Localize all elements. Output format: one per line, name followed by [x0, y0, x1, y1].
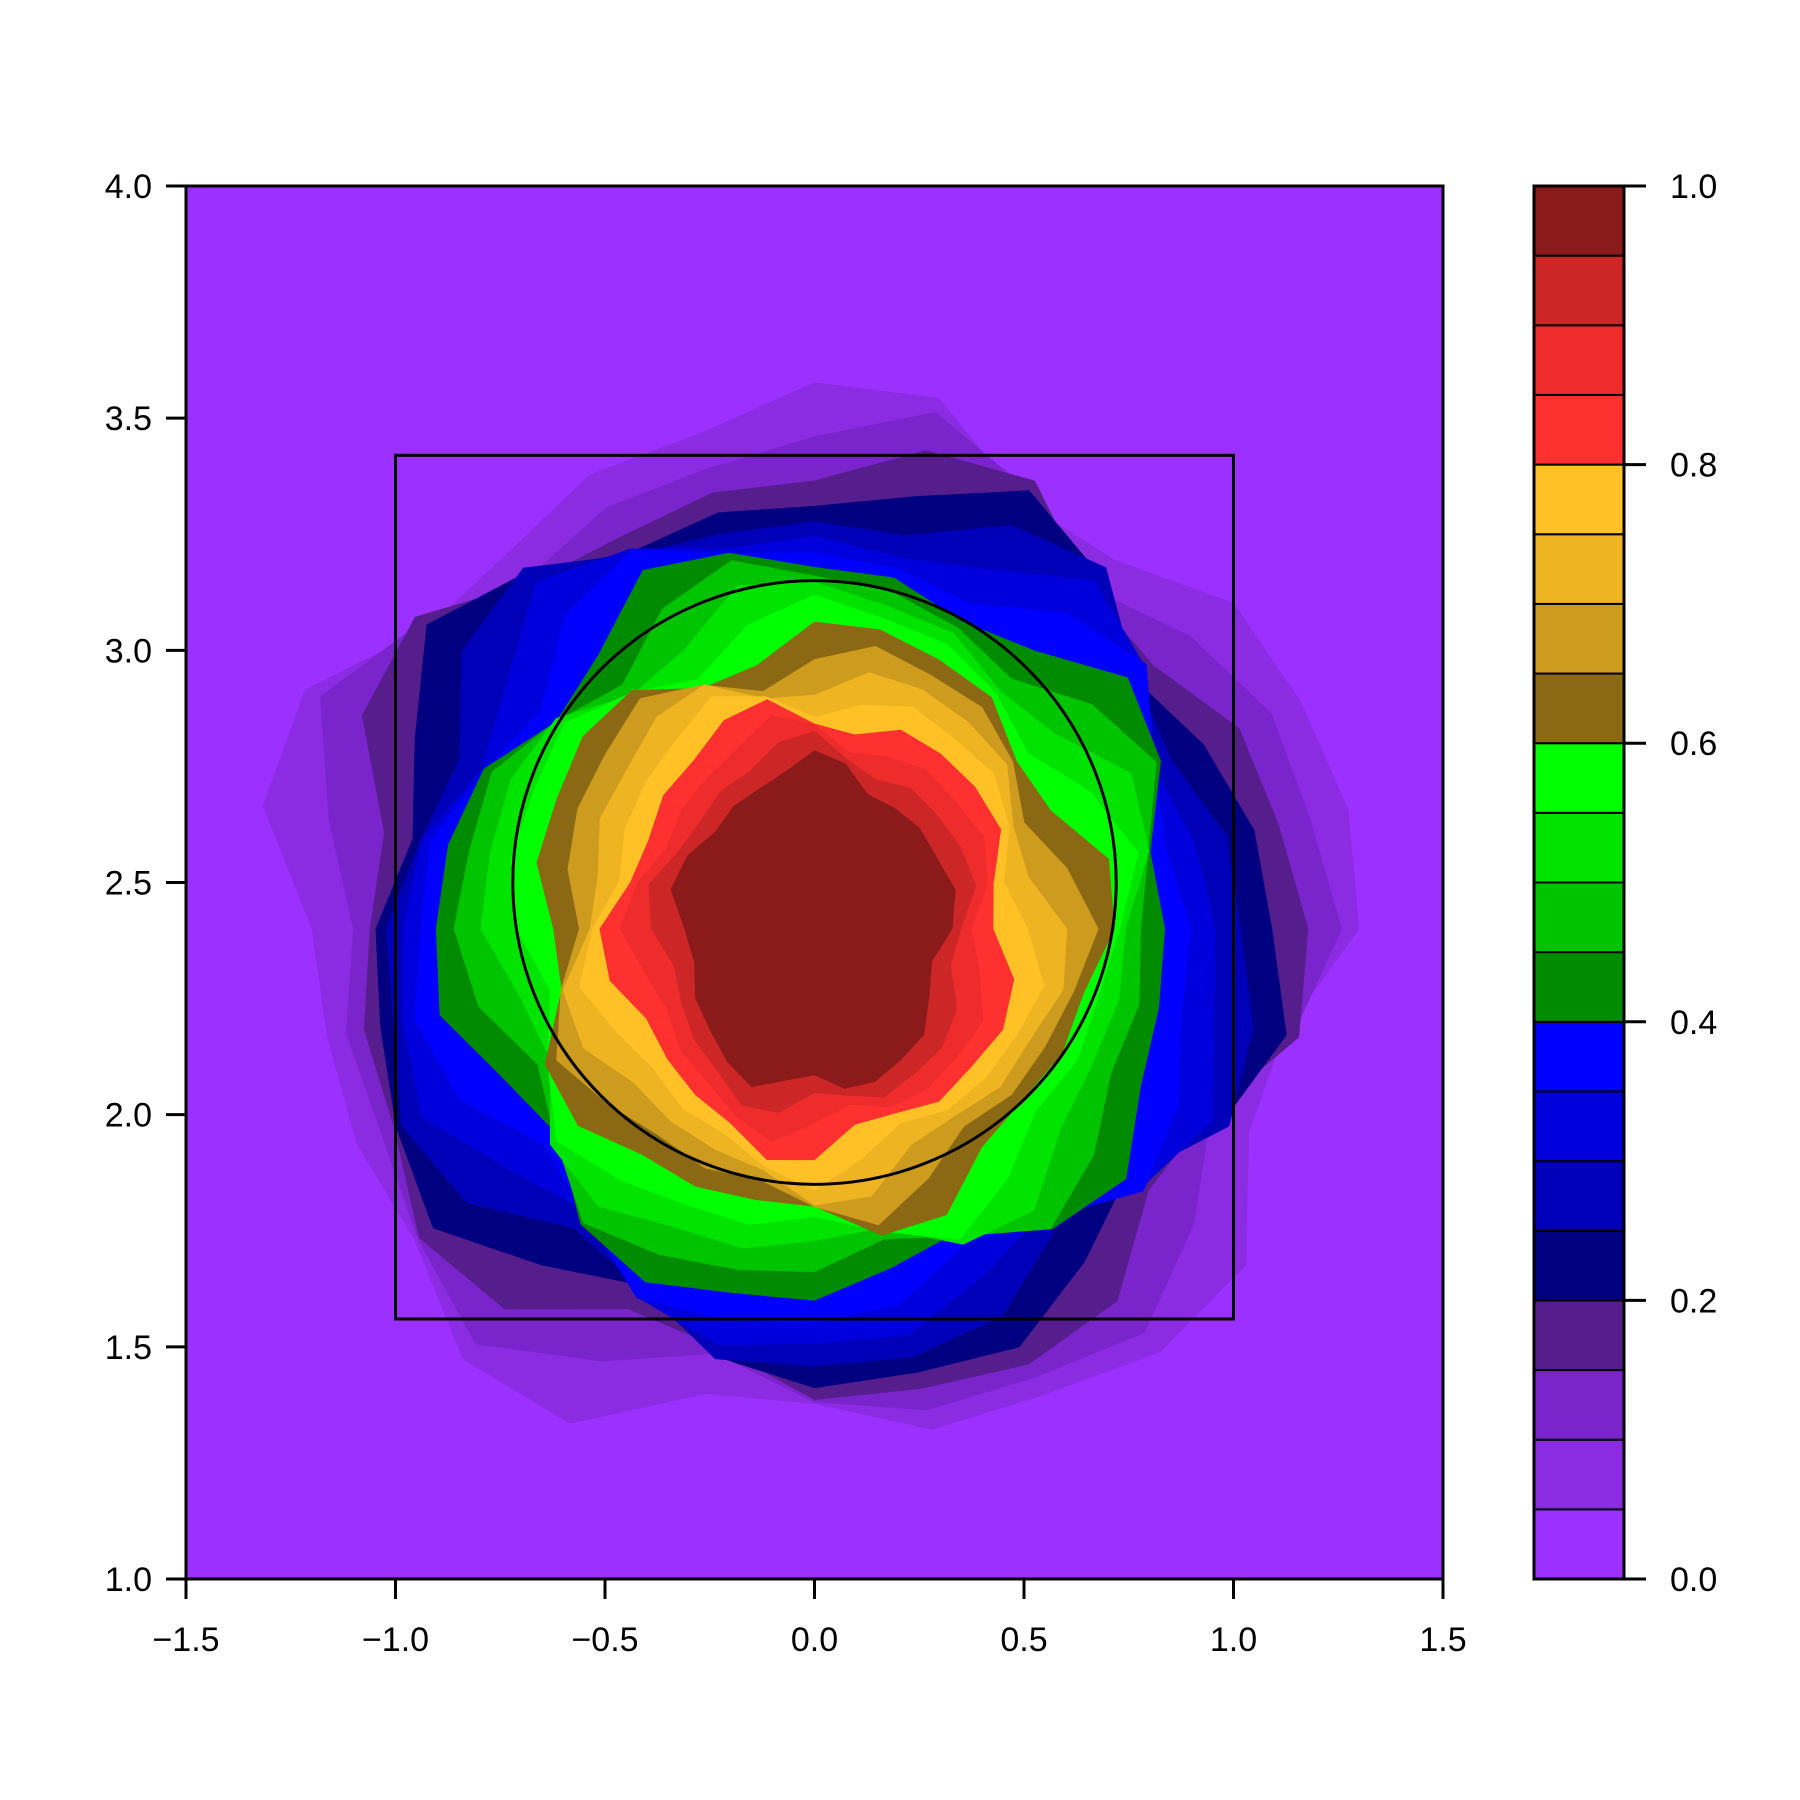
colorbar-tick-label: 1.0 — [1670, 168, 1717, 206]
colorbar-tick-label: 0.4 — [1670, 1004, 1717, 1042]
colorbar-swatch — [1533, 393, 1625, 466]
colorbar-swatch — [1533, 951, 1625, 1023]
strike-zone-rect — [394, 453, 1235, 1321]
colorbar-swatch — [1533, 463, 1625, 536]
colorbar-tick-label: 0.8 — [1670, 447, 1717, 485]
y-tick-label: 4.0 — [105, 168, 152, 206]
colorbar-swatch — [1533, 811, 1625, 884]
contour-band — [670, 750, 956, 1089]
colorbar-tick-label: 0.2 — [1670, 1282, 1717, 1320]
x-tick-label: 0.5 — [1000, 1621, 1047, 1659]
x-tick-label: 1.5 — [1419, 1621, 1466, 1659]
plot-area — [186, 186, 1443, 1579]
y-tick-label: 1.0 — [105, 1561, 152, 1599]
y-tick-label: 3.0 — [105, 632, 152, 670]
x-tick-label: 0.0 — [791, 1621, 838, 1659]
x-tick-label: −1.5 — [152, 1621, 219, 1659]
colorbar-swatch — [1533, 1229, 1625, 1302]
colorbar-swatch — [1533, 254, 1625, 327]
colorbar-frame — [1532, 184, 1626, 1581]
colorbar-swatch — [1533, 1369, 1625, 1441]
x-axis: −1.5 −1.0 −0.5 0.0 0.5 1.0 1.5 — [152, 1579, 1467, 1659]
x-tick-label: −1.0 — [362, 1621, 429, 1659]
y-axis: 1.0 1.5 2.0 2.5 3.0 3.5 4.0 — [105, 168, 186, 1599]
colorbar-tick-label: 0.6 — [1670, 725, 1717, 763]
colorbar-swatch — [1533, 602, 1625, 675]
colorbar-tick-label: 0.0 — [1670, 1561, 1717, 1599]
y-tick-label: 2.5 — [105, 865, 152, 903]
colorbar-swatch — [1533, 1020, 1625, 1093]
y-tick-label: 3.5 — [105, 400, 152, 438]
colorbar-swatch — [1533, 1508, 1625, 1580]
colorbar-swatch — [1533, 1160, 1625, 1232]
x-tick-label: 1.0 — [1210, 1621, 1257, 1659]
colorbar-swatch — [1533, 672, 1625, 745]
x-tick-label: −0.5 — [571, 1621, 638, 1659]
colorbar-swatch — [1533, 533, 1625, 605]
colorbar-swatch — [1533, 881, 1625, 954]
colorbar-swatch — [1533, 1090, 1625, 1163]
colorbar-swatch — [1533, 185, 1625, 257]
colorbar: 0.0 0.2 0.4 0.6 0.8 1.0 — [1532, 168, 1717, 1599]
colorbar-swatch — [1533, 324, 1625, 396]
y-tick-label: 1.5 — [105, 1329, 152, 1367]
colorbar-swatch — [1533, 1438, 1625, 1511]
overlays — [394, 453, 1235, 1321]
colorbar-swatch — [1533, 742, 1625, 814]
center-circle — [511, 579, 1118, 1186]
colorbar-swatch — [1533, 1299, 1625, 1372]
y-tick-label: 2.0 — [105, 1097, 152, 1135]
